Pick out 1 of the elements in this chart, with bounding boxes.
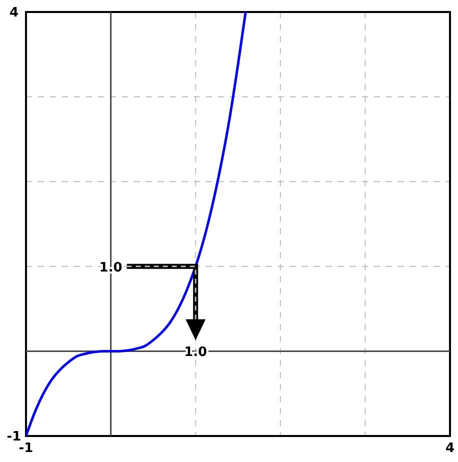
line-series xyxy=(26,12,247,436)
